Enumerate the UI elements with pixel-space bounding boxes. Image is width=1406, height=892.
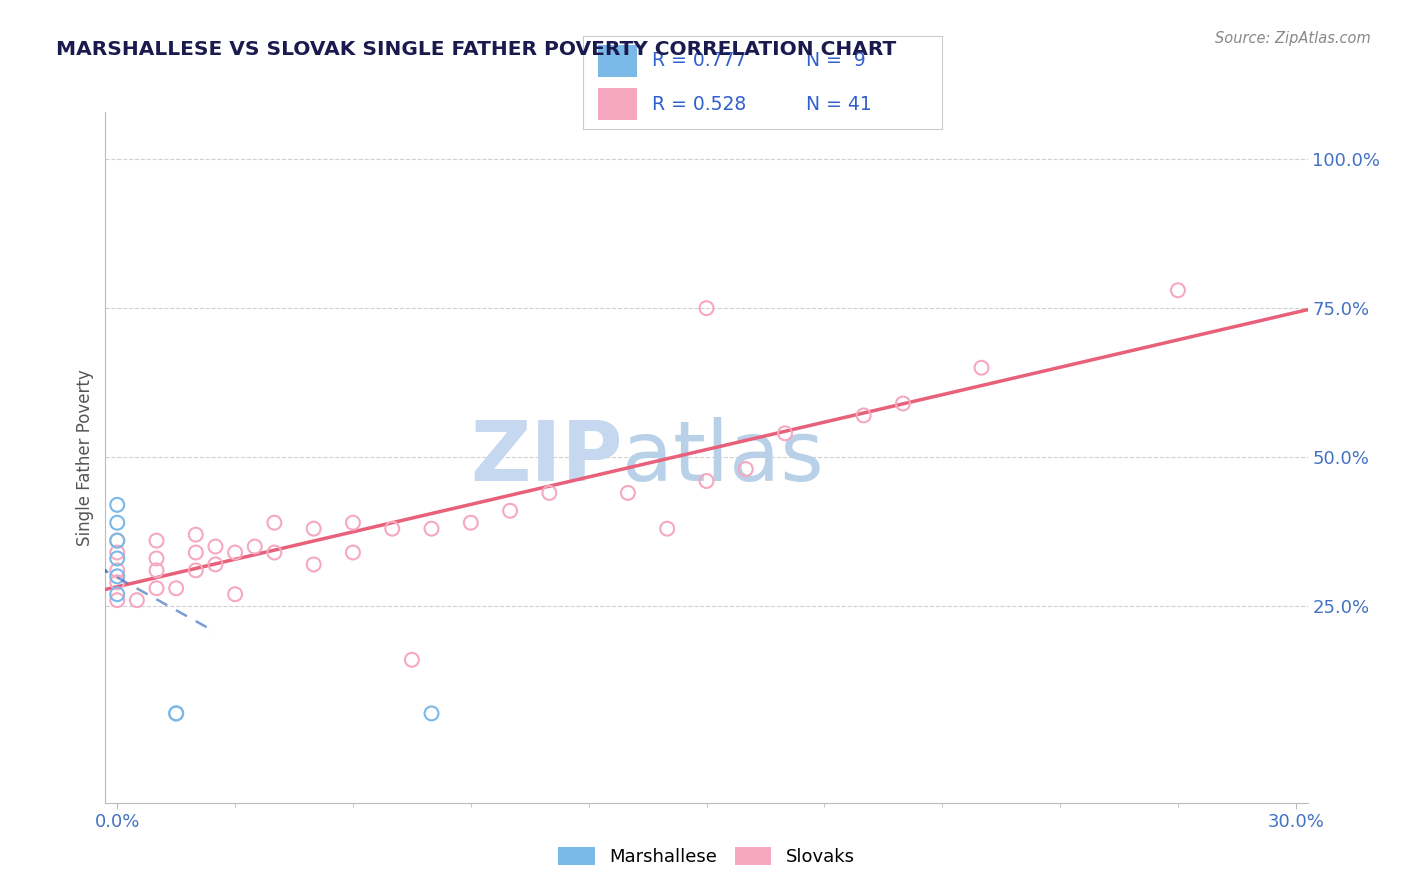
Point [657, 522, 679, 536]
Point [460, 516, 482, 530]
Text: MARSHALLESE VS SLOVAK SINGLE FATHER POVERTY CORRELATION CHART: MARSHALLESE VS SLOVAK SINGLE FATHER POVE… [56, 40, 897, 59]
Point [105, 533, 128, 548]
Point [125, 593, 148, 607]
Point [105, 593, 128, 607]
Point [891, 396, 914, 410]
Point [204, 558, 226, 572]
Point [105, 587, 128, 601]
Text: ZIP: ZIP [470, 417, 623, 498]
Point [401, 653, 423, 667]
Point [224, 587, 246, 601]
Point [1167, 283, 1189, 297]
Point [420, 522, 443, 536]
Point [852, 409, 875, 423]
Point [263, 516, 285, 530]
Point [204, 540, 226, 554]
Point [105, 575, 128, 590]
Point [105, 569, 128, 583]
Point [165, 706, 187, 721]
Point [105, 563, 128, 577]
Point [342, 516, 364, 530]
Point [499, 504, 522, 518]
Point [165, 706, 187, 721]
Point [420, 706, 443, 721]
Point [105, 533, 128, 548]
Point [105, 498, 128, 512]
Point [184, 545, 207, 559]
Point [263, 545, 285, 559]
FancyBboxPatch shape [598, 45, 637, 77]
Text: N =  9: N = 9 [806, 52, 866, 70]
Point [184, 563, 207, 577]
Point [302, 558, 325, 572]
Point [145, 533, 167, 548]
Point [381, 522, 404, 536]
FancyBboxPatch shape [598, 88, 637, 120]
Point [538, 486, 561, 500]
Point [145, 551, 167, 566]
Text: Source: ZipAtlas.com: Source: ZipAtlas.com [1215, 31, 1371, 46]
Point [224, 545, 246, 559]
Point [165, 581, 187, 595]
Text: N = 41: N = 41 [806, 95, 872, 113]
Point [105, 551, 128, 566]
Legend: Marshallese, Slovaks: Marshallese, Slovaks [551, 839, 862, 873]
Point [145, 581, 167, 595]
Point [734, 462, 756, 476]
Point [773, 426, 796, 441]
Text: R = 0.777: R = 0.777 [651, 52, 745, 70]
Point [105, 545, 128, 559]
Point [184, 527, 207, 541]
Point [970, 360, 993, 375]
Text: R = 0.528: R = 0.528 [651, 95, 745, 113]
Point [105, 516, 128, 530]
Point [145, 563, 167, 577]
Point [302, 522, 325, 536]
Y-axis label: Single Father Poverty: Single Father Poverty [76, 368, 94, 546]
Point [342, 545, 364, 559]
Point [617, 486, 640, 500]
Point [695, 301, 717, 315]
Text: atlas: atlas [623, 417, 824, 498]
Point [695, 474, 717, 488]
Point [243, 540, 266, 554]
